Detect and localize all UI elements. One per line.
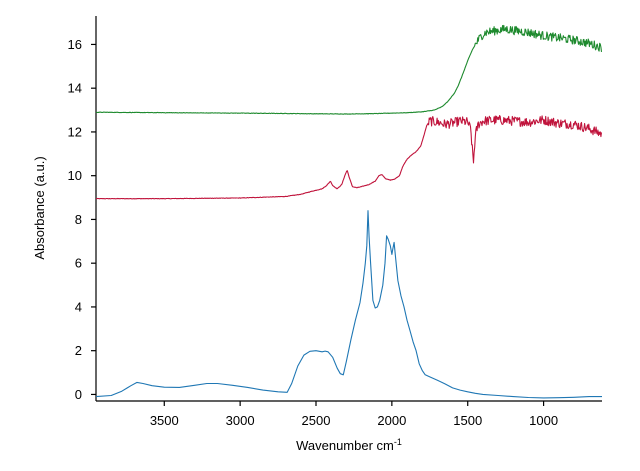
y-axis-title: Absorbance (a.u.): [32, 156, 47, 259]
x-axis-title-superscript: -1: [394, 437, 402, 447]
x-tick-label: 2500: [302, 413, 331, 428]
y-ticks: 0 2 4 6 8 10 12 14 16: [68, 37, 96, 402]
y-tick-label: 6: [75, 256, 82, 271]
x-tick-label: 3000: [226, 413, 255, 428]
x-tick-label: 3500: [150, 413, 179, 428]
axes: [95, 16, 602, 402]
y-tick-label: 12: [68, 124, 82, 139]
y-tick-label: 4: [75, 299, 82, 314]
x-tick-label: 1500: [453, 413, 482, 428]
y-tick-label: 16: [68, 37, 82, 52]
x-axis-title: Wavenumber cm-1: [296, 437, 402, 453]
y-tick-label: 14: [68, 81, 82, 96]
y-tick-label: 10: [68, 168, 82, 183]
series-line-1: [95, 210, 602, 399]
series-line-3: [95, 24, 603, 115]
y-tick-label: 8: [75, 212, 82, 227]
x-ticks: 3500 3000 2500 2000 1500 1000: [150, 401, 558, 428]
x-tick-label: 2000: [377, 413, 406, 428]
series-line-2: [95, 114, 603, 200]
x-axis-title-text: Wavenumber cm: [296, 438, 394, 453]
y-tick-label: 2: [75, 343, 82, 358]
x-tick-label: 1000: [529, 413, 558, 428]
y-tick-label: 0: [75, 387, 82, 402]
series-group: [95, 24, 603, 399]
